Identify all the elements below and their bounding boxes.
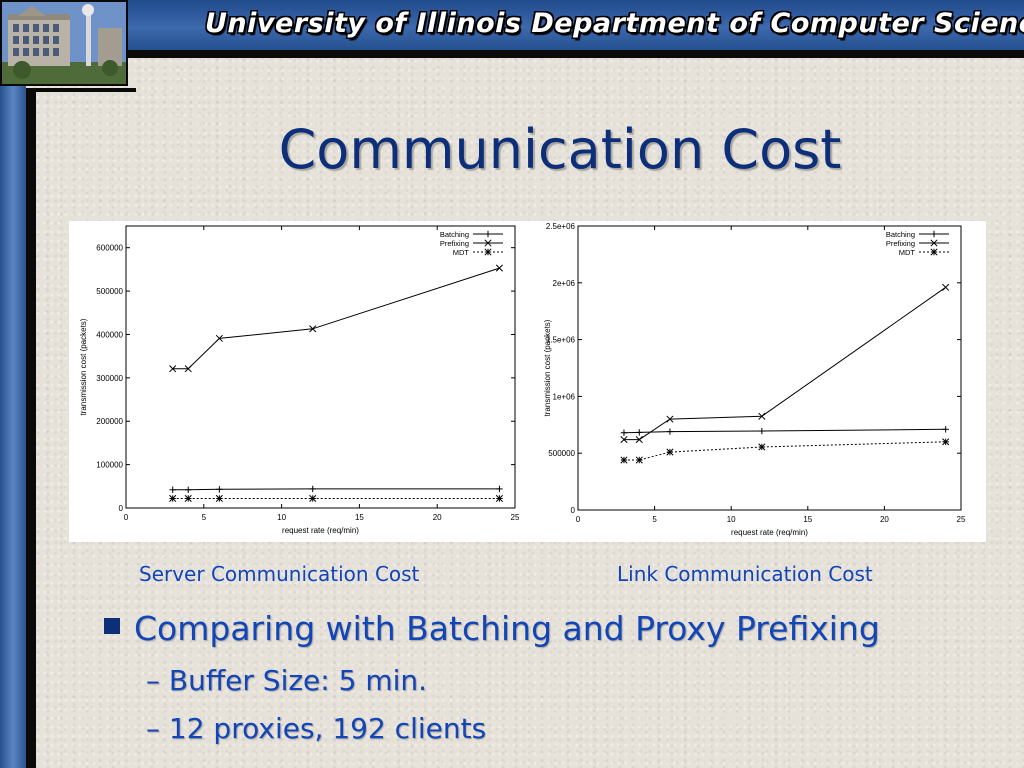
legend-marker-batching xyxy=(484,230,492,238)
server-cost-caption: Server Communication Cost xyxy=(139,562,420,586)
subbullet-item: – Buffer Size: 5 min. xyxy=(146,664,428,697)
header-title: University of Illinois Department of Com… xyxy=(205,8,1024,39)
data-point-batching xyxy=(185,486,192,493)
link-cost-caption: Link Communication Cost xyxy=(617,562,873,586)
data-point-prefixing xyxy=(184,365,192,373)
data-point-mdt xyxy=(495,494,503,503)
data-point-batching xyxy=(620,429,628,436)
bullet-item: Comparing with Batching and Proxy Prefix… xyxy=(104,609,880,648)
data-point-batching xyxy=(216,486,223,493)
y-tick-label: 500000 xyxy=(96,287,123,296)
data-point-prefixing xyxy=(758,412,766,420)
bullet-text: Comparing with Batching and Proxy Prefix… xyxy=(134,609,880,648)
data-point-mdt xyxy=(215,494,223,503)
plot-frame xyxy=(125,225,516,509)
data-point-mdt xyxy=(942,438,950,446)
subbullet-item: – 12 proxies, 192 clients xyxy=(146,712,487,745)
y-axis-label: transmission cost (packets) xyxy=(79,318,88,415)
legend-label-mdt: MDT xyxy=(453,248,470,257)
data-point-prefixing xyxy=(169,365,177,373)
data-point-mdt xyxy=(620,456,628,464)
link-cost-chart: 0 5 10 15 20 25 0 500000 1e+06 1.5e+06 2e+06 2.5e+0… xyxy=(543,222,966,537)
x-tick-label: 5 xyxy=(202,513,207,522)
y-tick-label: 500000 xyxy=(548,449,575,458)
data-point-prefixing xyxy=(635,436,643,444)
legend-marker-prefixing xyxy=(930,239,938,247)
data-point-batching xyxy=(309,485,316,493)
x-axis-label: request rate (req/min) xyxy=(731,528,808,537)
x-tick-label: 5 xyxy=(652,515,657,524)
data-point-batching xyxy=(496,485,503,493)
y-tick-label: 2.5e+06 xyxy=(546,222,576,231)
legend-marker-mdt xyxy=(930,248,938,256)
x-tick-label: 0 xyxy=(124,513,129,522)
slide-title: Communication Cost xyxy=(278,118,842,181)
header-shadow xyxy=(128,50,1024,58)
x-tick-label: 15 xyxy=(355,513,364,522)
data-point-prefixing xyxy=(495,264,503,272)
legend-label-prefixing: Prefixing xyxy=(440,239,469,248)
legend-marker-batching xyxy=(930,230,938,238)
corner-shadow xyxy=(36,88,136,92)
x-tick-label: 25 xyxy=(511,513,520,522)
x-axis-label: request rate (req/min) xyxy=(282,526,359,535)
data-point-batching xyxy=(758,427,766,435)
y-tick-label: 1.5e+06 xyxy=(546,336,576,345)
x-tick-label: 10 xyxy=(277,513,286,522)
legend-marker-mdt xyxy=(484,248,492,256)
data-point-mdt xyxy=(666,448,674,456)
server-cost-plot-panel: 0 5 10 15 20 25 0 100000 200000 300000 400000 50000… xyxy=(69,221,540,542)
data-point-prefixing xyxy=(215,334,223,342)
server-cost-chart: 0 5 10 15 20 25 0 100000 200000 300000 400000 50000… xyxy=(79,225,520,535)
y-tick-label: 200000 xyxy=(96,417,123,426)
link-cost-plot-panel: 0 5 10 15 20 25 0 500000 1e+06 1.5e+06 2e+06 2.5e+0… xyxy=(540,221,986,542)
plot-frame xyxy=(577,225,962,511)
square-bullet-icon xyxy=(104,618,120,634)
y-tick-label: 300000 xyxy=(96,374,123,383)
y-tick-label: 1e+06 xyxy=(553,392,576,401)
x-tick-label: 15 xyxy=(803,515,812,524)
data-point-mdt xyxy=(635,456,643,464)
series-line-mdt xyxy=(624,441,946,461)
y-tick-label: 2e+06 xyxy=(553,279,576,288)
data-point-mdt xyxy=(758,443,766,451)
data-point-batching xyxy=(169,486,176,493)
legend-marker-prefixing xyxy=(484,239,492,247)
x-tick-label: 20 xyxy=(433,513,442,522)
data-point-mdt xyxy=(309,494,317,503)
data-point-prefixing xyxy=(942,283,950,291)
y-tick-label: 0 xyxy=(571,506,576,515)
y-tick-label: 600000 xyxy=(96,244,123,253)
series-line-prefixing xyxy=(172,267,500,370)
y-tick-label: 400000 xyxy=(96,330,123,339)
x-tick-label: 20 xyxy=(880,515,889,524)
legend-label-prefixing: Prefixing xyxy=(886,239,915,248)
x-tick-label: 25 xyxy=(957,515,966,524)
header-bar xyxy=(0,0,1024,50)
data-point-prefixing xyxy=(309,325,317,333)
data-point-mdt xyxy=(169,494,177,503)
legend-label-batching: Batching xyxy=(440,230,469,239)
x-tick-label: 0 xyxy=(576,515,581,524)
left-bar-shadow xyxy=(26,88,36,768)
y-tick-label: 100000 xyxy=(96,461,123,470)
data-point-prefixing xyxy=(620,436,628,444)
x-tick-label: 10 xyxy=(727,515,736,524)
data-point-prefixing xyxy=(666,415,674,423)
campus-building-image xyxy=(0,0,128,86)
data-point-batching xyxy=(666,428,674,435)
data-point-batching xyxy=(942,426,949,433)
y-axis-label: transmission cost (packets) xyxy=(543,319,552,416)
series-line-batching xyxy=(623,428,946,434)
subbullet-text: Buffer Size: 5 min. xyxy=(168,664,428,697)
data-point-mdt xyxy=(184,494,192,503)
y-tick-label: 0 xyxy=(119,504,124,513)
data-point-batching xyxy=(636,429,643,436)
legend-label-mdt: MDT xyxy=(899,248,916,257)
subbullet-text: 12 proxies, 192 clients xyxy=(168,712,487,745)
legend-label-batching: Batching xyxy=(886,230,915,239)
left-bar xyxy=(0,0,26,768)
